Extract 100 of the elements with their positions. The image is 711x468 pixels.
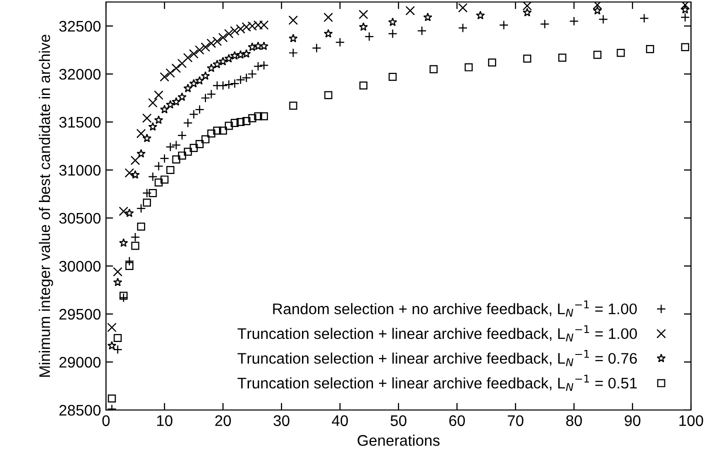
point	[142, 113, 152, 123]
point	[154, 90, 164, 100]
point	[148, 189, 157, 198]
point	[160, 104, 170, 114]
point	[148, 172, 158, 182]
point	[136, 148, 146, 158]
x-tick-label: 30	[274, 415, 290, 426]
x-tick-label: 20	[215, 415, 231, 426]
point	[160, 72, 170, 82]
point	[430, 65, 438, 74]
point	[230, 51, 240, 60]
point	[680, 12, 690, 22]
point	[464, 63, 473, 72]
point	[189, 78, 198, 88]
x-tick-label: 50	[390, 415, 406, 426]
point	[108, 394, 116, 403]
point	[569, 16, 579, 26]
point	[324, 12, 334, 22]
point	[288, 48, 298, 58]
y-tick-label: 30500	[59, 212, 101, 224]
legend-label: Truncation selection + linear archive feedback, L$_{N}$$^{−1}$ = 1.00	[238, 325, 637, 342]
point	[206, 64, 216, 72]
point	[289, 102, 298, 110]
point	[130, 156, 140, 166]
point	[224, 122, 233, 130]
point	[499, 20, 509, 30]
y-tick-label: 29000	[59, 356, 101, 368]
point	[248, 114, 256, 122]
legend-label: Random selection + no archive feedback, L$_{N}$$^{−1}$ = 1.00	[273, 300, 637, 317]
point	[558, 54, 566, 62]
point	[112, 344, 122, 354]
x-tick-label: 80	[566, 415, 582, 426]
point	[288, 34, 298, 42]
point	[312, 43, 322, 53]
point	[125, 262, 134, 270]
point	[172, 97, 181, 106]
point	[242, 49, 251, 58]
point	[254, 112, 262, 120]
x-tick-label: 0	[102, 415, 110, 426]
point	[253, 62, 263, 72]
point	[200, 42, 210, 52]
point	[616, 48, 625, 57]
point	[230, 118, 239, 127]
point	[358, 10, 368, 20]
y-tick-label: 32500	[59, 20, 101, 32]
y-tick-label: 31500	[59, 116, 101, 128]
point	[458, 3, 468, 12]
x-tick-label: 90	[624, 415, 640, 426]
point	[166, 68, 176, 78]
point	[160, 154, 170, 164]
point	[107, 340, 116, 350]
point	[154, 178, 163, 187]
point	[540, 19, 550, 29]
point	[177, 130, 187, 140]
point	[112, 267, 122, 276]
y-axis-title: Minimum integer value of best candidate in archive	[38, 34, 54, 377]
point	[592, 2, 602, 10]
point	[136, 128, 146, 138]
point	[166, 100, 175, 109]
point	[212, 36, 222, 46]
legend-label: Truncation selection + linear archive feedback, L$_{N}$$^{−1}$ = 0.51	[238, 374, 637, 391]
point	[388, 28, 398, 38]
point	[488, 58, 496, 67]
x-tick-label: 70	[508, 415, 524, 426]
point	[218, 80, 228, 90]
point	[184, 148, 192, 156]
point	[177, 58, 187, 68]
point	[218, 32, 228, 42]
point	[593, 50, 602, 59]
point	[417, 26, 427, 36]
point	[358, 22, 368, 31]
point	[288, 16, 298, 25]
point	[124, 168, 134, 178]
point	[114, 334, 122, 342]
point	[136, 204, 146, 214]
point	[183, 52, 193, 62]
point	[183, 118, 193, 128]
point	[142, 134, 152, 142]
point	[230, 26, 240, 36]
point	[154, 161, 164, 171]
point	[189, 49, 198, 59]
x-tick-label: 40	[332, 415, 348, 426]
point	[160, 176, 169, 184]
point	[107, 322, 117, 332]
point	[476, 10, 485, 20]
point	[388, 72, 397, 81]
point	[130, 232, 140, 242]
y-tick-label: 29500	[59, 308, 101, 320]
point	[458, 23, 468, 33]
point	[213, 126, 222, 135]
point	[236, 24, 246, 34]
point	[200, 71, 210, 80]
point	[646, 45, 654, 54]
point	[236, 118, 245, 126]
point	[119, 238, 128, 247]
point	[522, 2, 532, 11]
y-tick-label: 32000	[59, 68, 101, 80]
point	[212, 60, 222, 68]
x-tick-label: 100	[679, 415, 704, 426]
point	[194, 45, 204, 55]
